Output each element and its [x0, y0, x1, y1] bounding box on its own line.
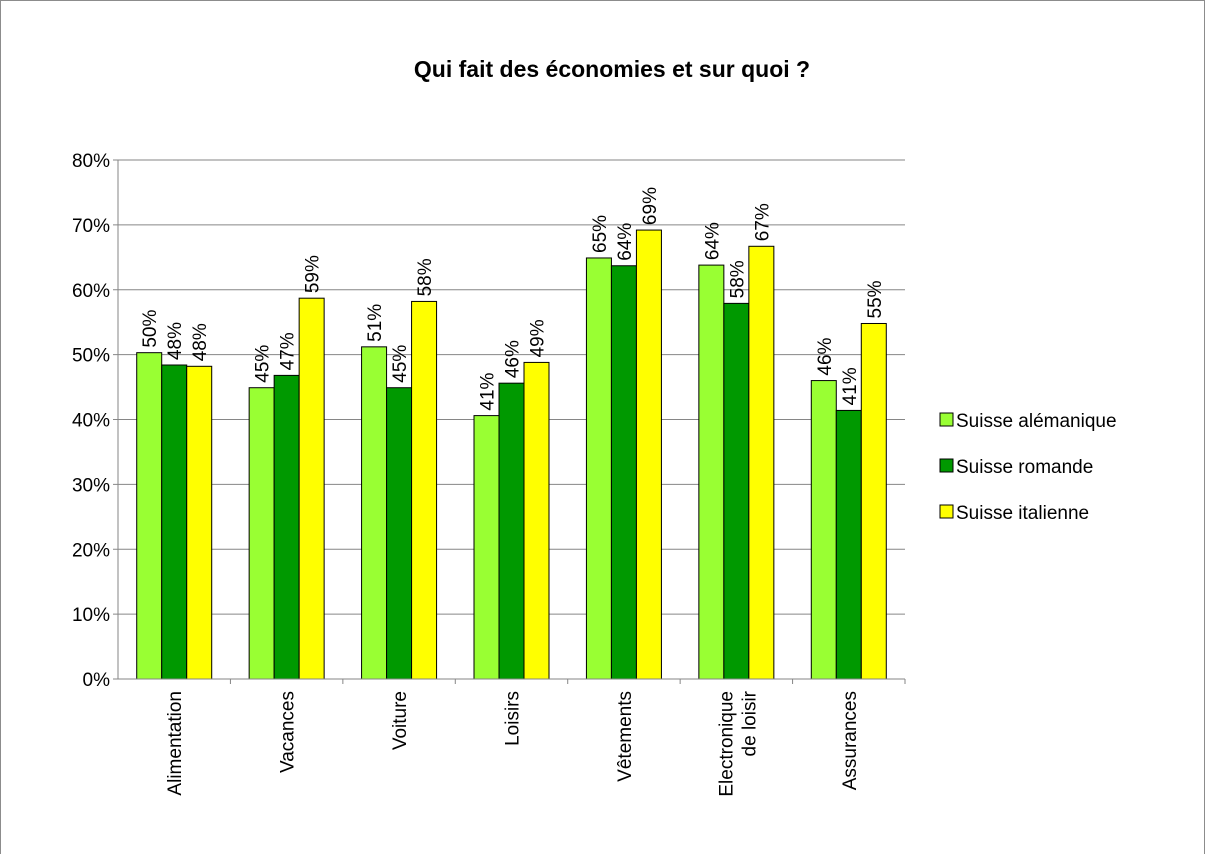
- value-label: 48%: [190, 323, 211, 361]
- bar: [136, 352, 163, 680]
- bar: [273, 374, 300, 680]
- chart-title: Qui fait des économies et sur quoi ?: [414, 56, 810, 82]
- value-label: 64%: [702, 222, 723, 260]
- legend-label: Suisse italienne: [956, 503, 1089, 524]
- bar: [698, 264, 725, 680]
- legend-label: Suisse alémanique: [956, 411, 1117, 432]
- value-label: 41%: [840, 367, 861, 405]
- bar: [473, 415, 500, 680]
- bar: [635, 229, 662, 680]
- legend-swatch: [939, 458, 954, 473]
- value-label: 55%: [865, 280, 886, 318]
- bar: [411, 300, 438, 680]
- value-label: 51%: [365, 304, 386, 342]
- x-tick-label: Assurances: [840, 691, 861, 790]
- value-label: 45%: [253, 345, 274, 383]
- value-label: 47%: [278, 332, 299, 370]
- bar: [723, 302, 750, 680]
- value-label: 46%: [503, 340, 524, 378]
- bar: [161, 364, 188, 680]
- y-tick-label: 80%: [72, 151, 110, 172]
- bar: [498, 382, 525, 680]
- legend-swatch: [939, 412, 954, 427]
- x-tick-label: Vêtements: [615, 691, 636, 782]
- value-label: 65%: [590, 215, 611, 253]
- y-tick-label: 20%: [72, 540, 110, 561]
- bar: [748, 245, 775, 680]
- value-label: 49%: [528, 319, 549, 357]
- x-tick-label: Vacances: [278, 691, 299, 773]
- bar: [835, 409, 862, 680]
- bar: [248, 387, 275, 680]
- value-label: 58%: [727, 260, 748, 298]
- y-tick-label: 70%: [72, 216, 110, 237]
- value-label: 50%: [140, 310, 161, 348]
- legend-swatch: [939, 504, 954, 519]
- value-label: 69%: [640, 187, 661, 225]
- x-tick-label: Voiture: [390, 691, 411, 750]
- y-tick-label: 30%: [72, 475, 110, 496]
- value-label: 48%: [165, 322, 186, 360]
- value-label: 41%: [478, 372, 499, 410]
- value-label: 59%: [303, 255, 324, 293]
- y-tick-label: 50%: [72, 346, 110, 367]
- bar: [386, 387, 413, 680]
- x-tick-label: Loisirs: [503, 691, 524, 746]
- value-label: 46%: [815, 337, 836, 375]
- value-label: 58%: [415, 258, 436, 296]
- bar: [298, 297, 325, 680]
- bar: [860, 322, 887, 680]
- y-tick-label: 40%: [72, 411, 110, 432]
- bar: [523, 361, 550, 680]
- bar: [810, 380, 837, 680]
- y-tick-label: 60%: [72, 281, 110, 302]
- value-label: 64%: [615, 223, 636, 261]
- bar: [186, 365, 213, 680]
- bar: [585, 257, 612, 680]
- legend-label: Suisse romande: [956, 457, 1093, 478]
- bar: [361, 346, 388, 680]
- x-tick-label: Electronique de loisir: [716, 690, 760, 796]
- y-tick-label: 0%: [83, 670, 111, 691]
- x-tick-label: Alimentation: [165, 691, 186, 796]
- bar: [610, 265, 637, 680]
- y-tick-label: 10%: [72, 605, 110, 626]
- value-label: 67%: [752, 203, 773, 241]
- value-label: 45%: [390, 345, 411, 383]
